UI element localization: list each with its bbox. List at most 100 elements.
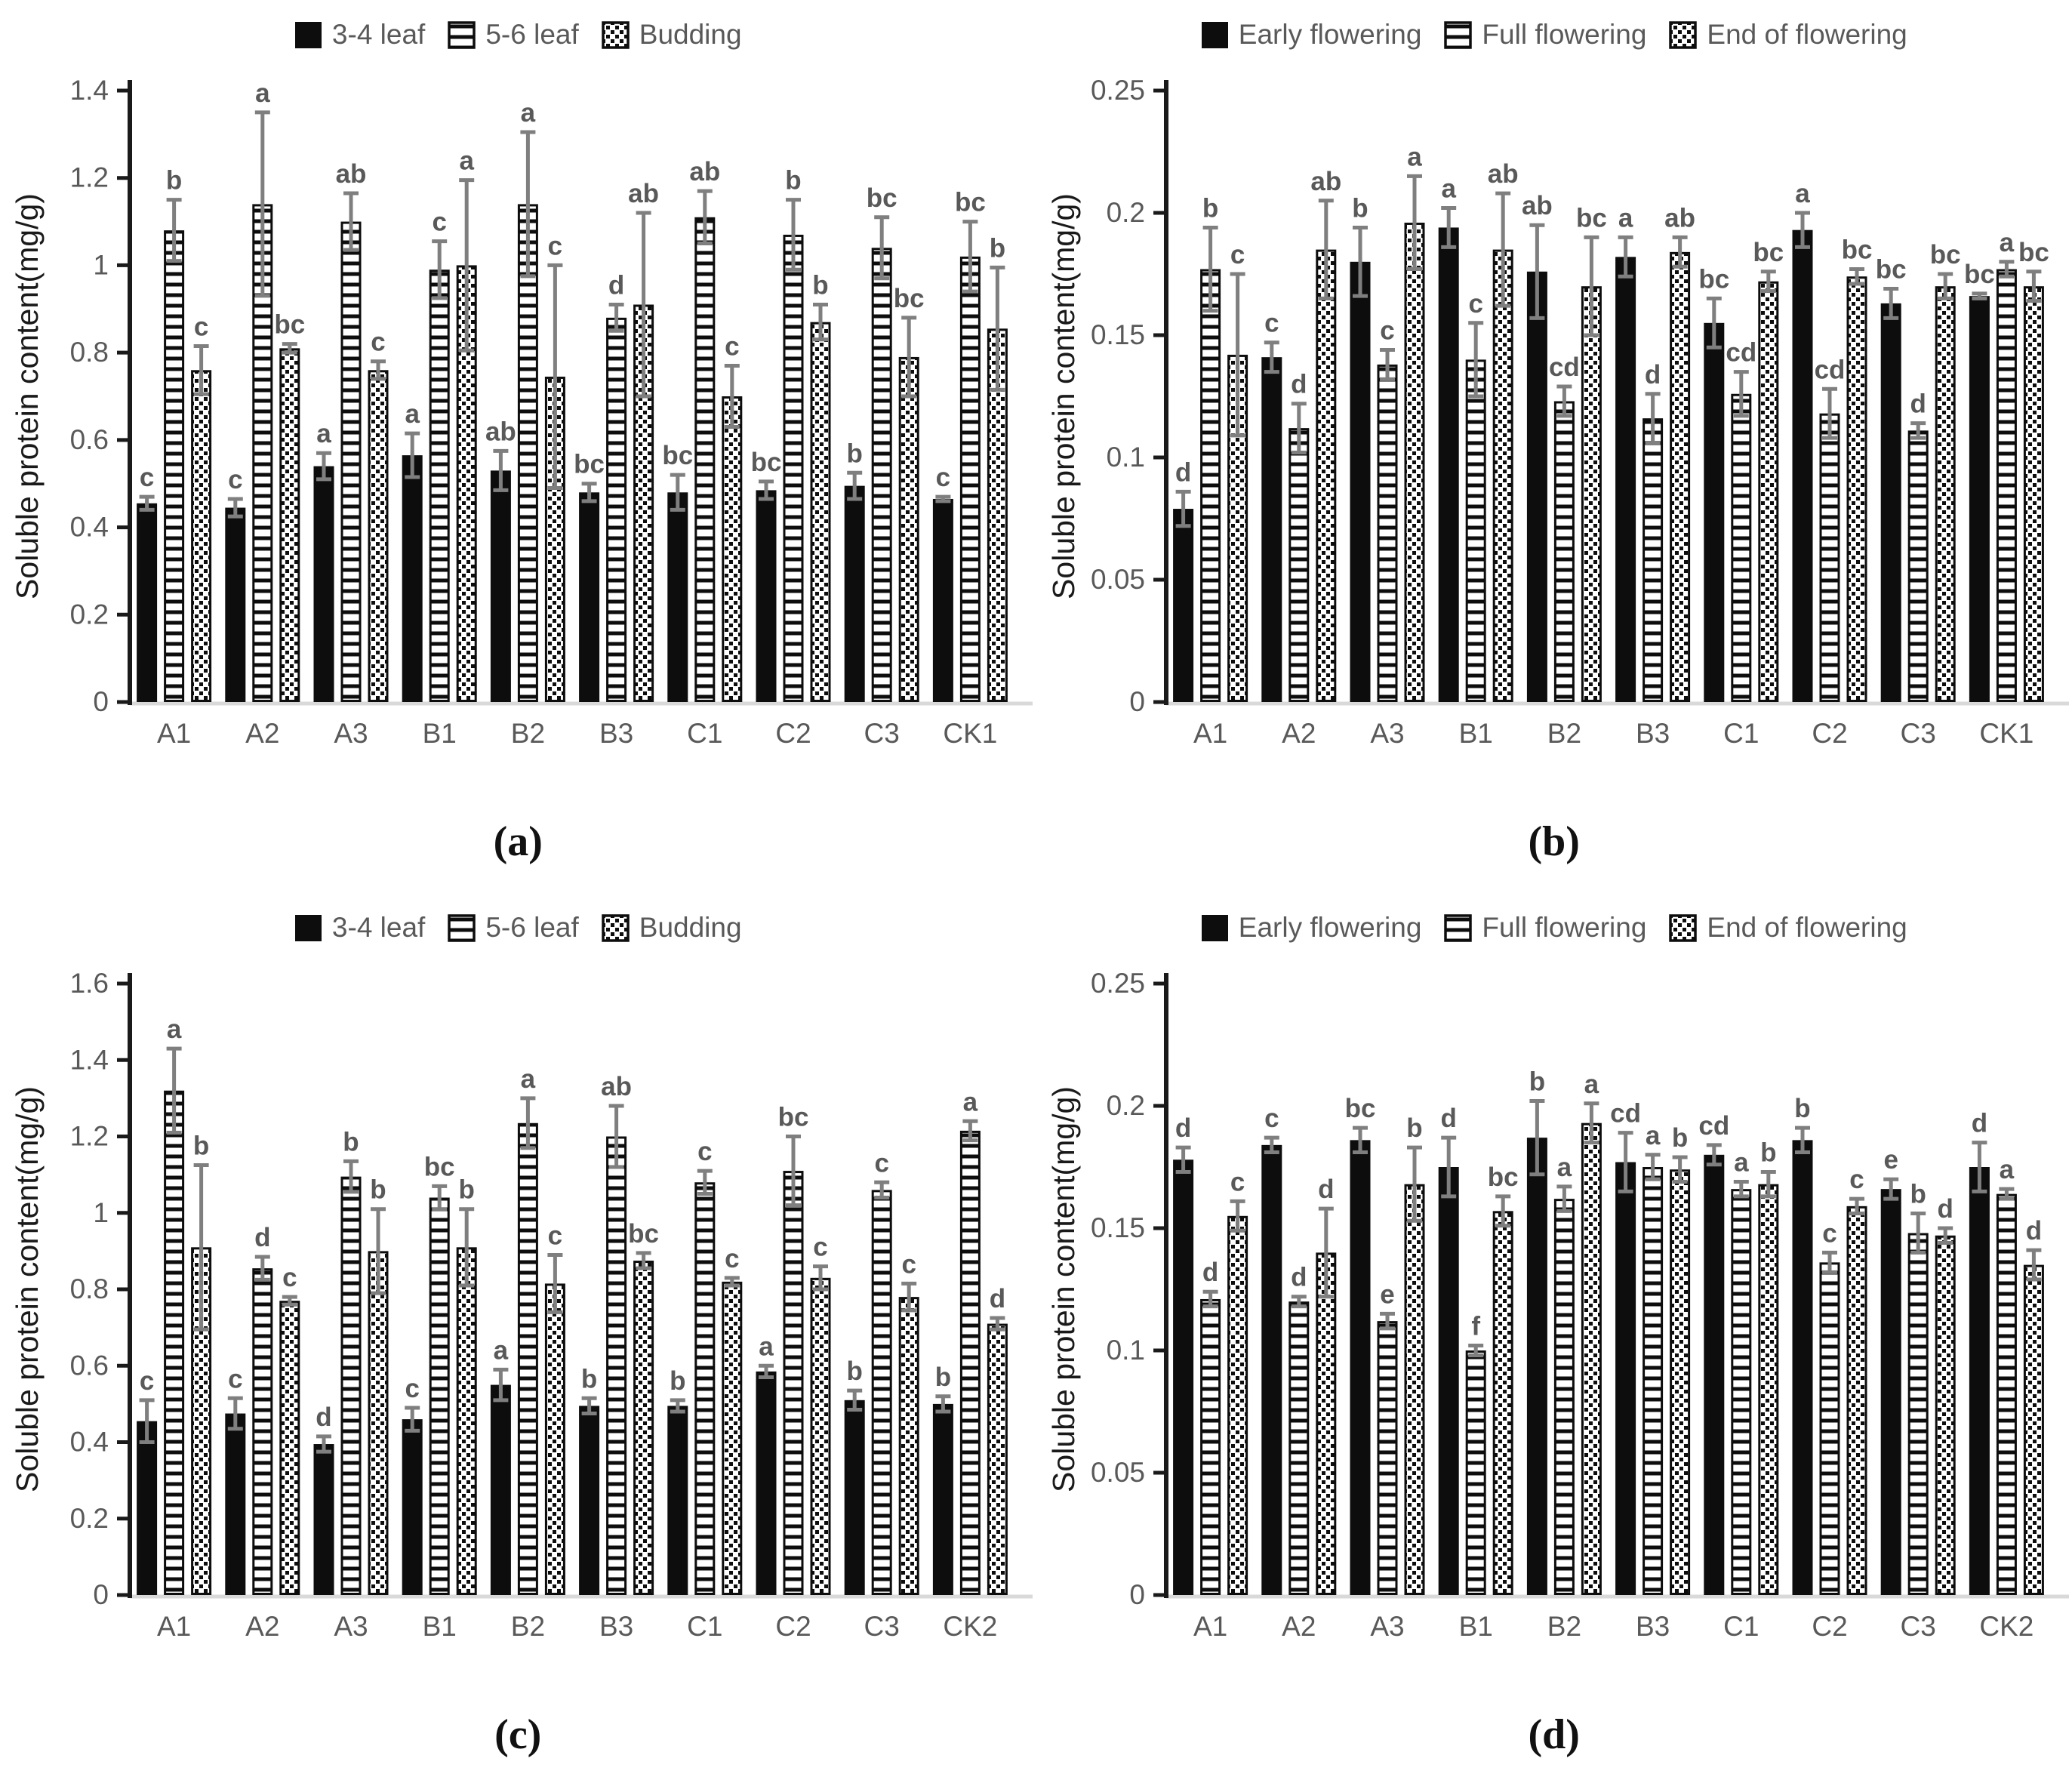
svg-text:a: a [1999, 228, 2014, 257]
svg-text:d: d [316, 1403, 332, 1432]
legend-swatch-hstripe-icon [448, 913, 476, 942]
svg-text:0.2: 0.2 [70, 1503, 109, 1534]
svg-text:b: b [1794, 1094, 1810, 1123]
svg-text:b: b [371, 1175, 386, 1205]
svg-text:B1: B1 [423, 1611, 457, 1642]
svg-text:b: b [459, 1175, 475, 1205]
svg-text:B3: B3 [1636, 1611, 1670, 1642]
svg-text:c: c [228, 465, 242, 494]
panel-d: Early flowering Full flowering End of flow… [1036, 893, 2072, 1786]
svg-text:A2: A2 [1282, 1611, 1316, 1642]
svg-text:a: a [494, 1335, 509, 1365]
svg-text:bc: bc [1964, 260, 1995, 289]
svg-text:a: a [963, 1087, 978, 1116]
svg-text:0: 0 [94, 686, 109, 717]
svg-text:0.15: 0.15 [1091, 1212, 1145, 1243]
svg-text:ab: ab [1522, 191, 1553, 220]
svg-text:d: d [990, 1284, 1005, 1313]
legend-label: 5-6 leaf [485, 912, 579, 943]
legend-swatch-solid-icon [1201, 914, 1228, 941]
svg-text:C2: C2 [776, 1611, 811, 1642]
svg-text:A2: A2 [245, 718, 279, 749]
svg-text:0.1: 0.1 [1106, 1335, 1144, 1366]
svg-text:B1: B1 [1458, 1611, 1492, 1642]
svg-text:bc: bc [424, 1152, 455, 1181]
panel-a: 3-4 leaf 5-6 leaf Budding 0 0.2 0.4 0.6 0.8 1 1.… [0, 0, 1036, 893]
svg-text:b: b [813, 271, 829, 300]
svg-text:bc: bc [894, 284, 925, 313]
svg-text:c: c [1380, 316, 1394, 345]
svg-text:C1: C1 [687, 1611, 722, 1642]
svg-text:0.25: 0.25 [1091, 968, 1145, 999]
svg-text:B1: B1 [423, 718, 457, 749]
svg-text:0.2: 0.2 [70, 599, 109, 630]
svg-text:b: b [847, 439, 863, 468]
svg-text:0.4: 0.4 [70, 512, 109, 543]
svg-text:ab: ab [1488, 159, 1519, 189]
svg-text:ab: ab [336, 159, 367, 189]
svg-text:c: c [140, 1366, 154, 1396]
svg-text:c: c [194, 312, 208, 341]
svg-text:0: 0 [1129, 1579, 1145, 1610]
legend-label: Full flowering [1482, 912, 1647, 943]
svg-text:b: b [193, 1131, 209, 1160]
svg-text:d: d [1175, 1113, 1191, 1143]
bar-chart-panel-b: 0 0.05 0.1 0.15 0.2 0.25 Soluble protein conte… [1046, 75, 2069, 749]
legend-item: Full flowering [1444, 912, 1646, 944]
svg-text:bc: bc [1344, 1094, 1375, 1123]
svg-text:ab: ab [485, 417, 516, 446]
bar-chart-panel-d: 0 0.05 0.1 0.15 0.2 0.25 Soluble protein conte… [1046, 968, 2069, 1642]
legend-swatch-checker-icon [1669, 913, 1698, 942]
svg-text:0.8: 0.8 [70, 337, 109, 368]
svg-text:CK1: CK1 [944, 718, 998, 749]
svg-text:C3: C3 [1900, 718, 1935, 749]
svg-text:a: a [255, 79, 270, 108]
svg-text:cd: cd [1814, 355, 1845, 384]
svg-text:c: c [433, 208, 447, 237]
svg-text:c: c [725, 1244, 739, 1273]
legend-item: Budding [602, 19, 742, 51]
legend-item: Full flowering [1444, 19, 1646, 51]
svg-text:C3: C3 [864, 1611, 900, 1642]
svg-text:bc: bc [1698, 264, 1729, 294]
svg-text:0.1: 0.1 [1106, 442, 1144, 473]
svg-text:b: b [847, 1356, 863, 1386]
svg-text:d: d [1318, 1175, 1334, 1204]
svg-text:ab: ab [1664, 203, 1695, 232]
legend-item: End of flowering [1669, 19, 1907, 51]
svg-text:c: c [405, 1374, 420, 1403]
legend-label: Full flowering [1482, 19, 1647, 50]
svg-text:bc: bc [663, 441, 694, 470]
legend-item: 3-4 leaf [294, 912, 425, 944]
svg-text:d: d [1971, 1109, 1987, 1138]
svg-text:1: 1 [94, 249, 109, 280]
svg-text:c: c [1468, 289, 1482, 319]
svg-text:bc: bc [1876, 254, 1907, 284]
svg-text:bc: bc [1488, 1162, 1519, 1192]
legend-swatch-solid-icon [1201, 21, 1228, 48]
svg-text:0.6: 0.6 [70, 1350, 109, 1381]
svg-text:bc: bc [955, 188, 986, 217]
legend-item: 5-6 leaf [448, 19, 579, 51]
svg-text:1.6: 1.6 [70, 968, 109, 999]
svg-text:a: a [1556, 1153, 1572, 1182]
svg-text:c: c [1849, 1165, 1864, 1194]
svg-text:A2: A2 [1282, 718, 1316, 749]
svg-text:a: a [317, 419, 332, 448]
svg-text:c: c [1822, 1218, 1836, 1248]
svg-text:a: a [521, 98, 536, 128]
svg-text:C1: C1 [1723, 1611, 1759, 1642]
legend-label: 3-4 leaf [331, 19, 426, 50]
svg-text:A3: A3 [1370, 718, 1404, 749]
svg-text:0: 0 [94, 1579, 109, 1610]
svg-text:c: c [548, 1221, 562, 1250]
svg-text:c: c [548, 231, 562, 260]
svg-text:d: d [1291, 370, 1307, 399]
svg-text:a: a [1584, 1070, 1599, 1099]
svg-text:d: d [1175, 457, 1191, 487]
svg-text:B3: B3 [599, 718, 633, 749]
legend-swatch-solid-icon [294, 21, 322, 48]
svg-text:a: a [460, 146, 475, 176]
svg-text:c: c [1230, 240, 1245, 269]
svg-text:B3: B3 [1636, 718, 1670, 749]
